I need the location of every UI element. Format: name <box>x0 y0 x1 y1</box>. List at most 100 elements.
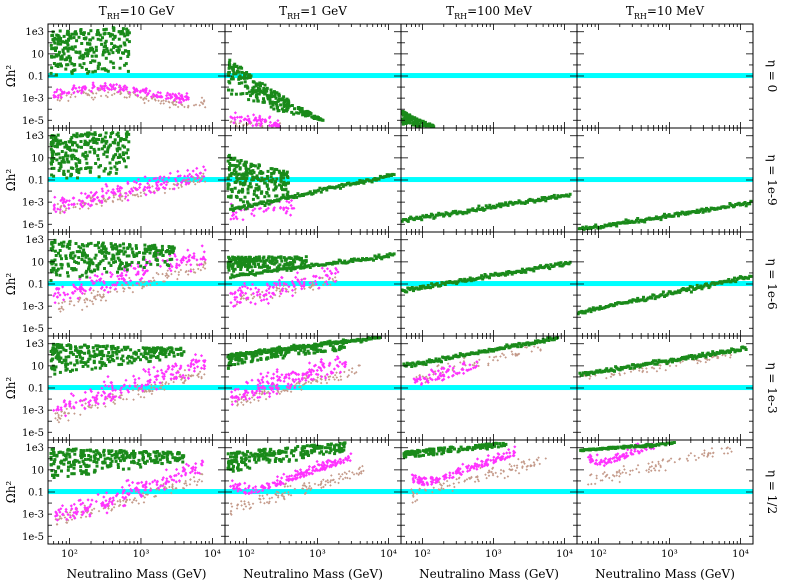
data-point-green <box>420 218 424 222</box>
data-point-green <box>539 198 543 202</box>
data-point-brown <box>119 92 122 96</box>
data-point-green <box>643 220 647 224</box>
data-point-brown <box>93 96 97 99</box>
data-point-brown <box>147 99 150 103</box>
data-point-green <box>423 120 427 124</box>
data-point-magenta <box>259 123 263 127</box>
data-point-magenta <box>189 361 193 365</box>
data-point-green <box>304 255 308 259</box>
data-point-green <box>97 165 101 169</box>
data-point-green <box>167 264 171 268</box>
data-point-green <box>108 34 112 38</box>
data-point-magenta <box>63 404 67 408</box>
data-point-green <box>84 253 87 257</box>
data-point-magenta <box>229 115 233 119</box>
data-point-green <box>86 141 90 145</box>
data-point-magenta <box>91 86 95 90</box>
data-point-green <box>52 134 56 138</box>
data-point-green <box>119 44 123 48</box>
data-point-magenta <box>158 176 162 180</box>
data-point-magenta <box>129 279 133 283</box>
data-point-brown <box>128 95 131 99</box>
data-point-brown <box>92 98 95 101</box>
data-point-green <box>163 260 167 264</box>
data-point-green <box>275 91 279 95</box>
data-point-green <box>116 346 120 350</box>
data-point-green <box>66 242 70 246</box>
data-point-magenta <box>124 281 128 285</box>
data-point-magenta <box>175 262 179 266</box>
data-point-green <box>116 270 119 274</box>
data-point-brown <box>229 121 232 124</box>
data-point-green <box>179 346 183 350</box>
data-point-green <box>248 260 252 263</box>
data-point-magenta <box>56 291 60 295</box>
data-point-brown <box>150 386 153 389</box>
data-point-green <box>117 50 120 54</box>
data-point-brown <box>57 420 61 424</box>
data-point-magenta <box>195 258 199 262</box>
data-point-magenta <box>120 273 124 278</box>
data-point-green <box>125 130 129 134</box>
data-point-magenta <box>62 399 67 403</box>
data-point-green <box>410 286 414 289</box>
data-point-green <box>152 354 156 358</box>
data-point-green <box>625 221 629 225</box>
data-point-green <box>227 255 231 259</box>
data-point-green <box>343 259 347 263</box>
data-point-green <box>241 92 245 96</box>
data-point-green <box>112 26 116 30</box>
data-point-green <box>287 181 290 185</box>
data-point-green <box>749 274 753 278</box>
data-point-brown <box>104 199 107 202</box>
data-point-brown <box>185 263 188 266</box>
data-point-magenta <box>182 178 186 182</box>
data-point-brown <box>147 388 151 392</box>
data-point-brown <box>204 262 207 265</box>
data-point-green <box>94 48 98 52</box>
data-point-green <box>245 176 249 180</box>
data-point-magenta <box>106 290 110 294</box>
data-point-green <box>90 54 94 58</box>
data-point-brown <box>90 291 93 295</box>
data-point-magenta <box>236 288 240 292</box>
data-point-green <box>158 352 162 355</box>
data-point-green <box>266 95 270 99</box>
data-point-brown <box>189 374 192 378</box>
data-point-magenta <box>52 207 56 211</box>
data-point-brown <box>275 125 279 128</box>
data-point-green <box>77 256 81 260</box>
data-point-green <box>229 276 233 280</box>
data-point-green <box>270 261 274 265</box>
data-point-green <box>245 169 248 173</box>
data-point-green <box>228 63 232 67</box>
data-point-magenta <box>290 206 294 210</box>
data-point-green <box>122 153 125 156</box>
data-point-green <box>89 145 93 149</box>
data-point-brown <box>59 417 62 420</box>
data-point-magenta <box>242 118 246 122</box>
data-point-magenta <box>298 282 302 286</box>
data-point-green <box>126 148 130 152</box>
data-point-green <box>111 247 115 251</box>
data-point-green <box>86 51 90 55</box>
data-point-green <box>227 88 230 92</box>
data-point-magenta <box>138 89 142 93</box>
data-point-green <box>235 64 239 68</box>
data-point-green <box>699 284 703 288</box>
data-point-green <box>262 200 266 204</box>
data-point-brown <box>139 194 143 198</box>
data-point-green <box>80 243 84 247</box>
data-point-green <box>116 45 120 49</box>
data-point-brown <box>78 207 82 210</box>
data-point-green <box>270 91 274 95</box>
data-point-magenta <box>255 293 259 297</box>
data-point-green <box>261 256 265 260</box>
data-point-green <box>256 89 260 93</box>
data-point-green <box>67 264 71 268</box>
data-point-magenta <box>146 181 150 185</box>
data-point-magenta <box>68 296 72 300</box>
data-point-green <box>269 175 273 179</box>
data-point-green <box>408 121 412 125</box>
data-point-brown <box>142 97 145 101</box>
